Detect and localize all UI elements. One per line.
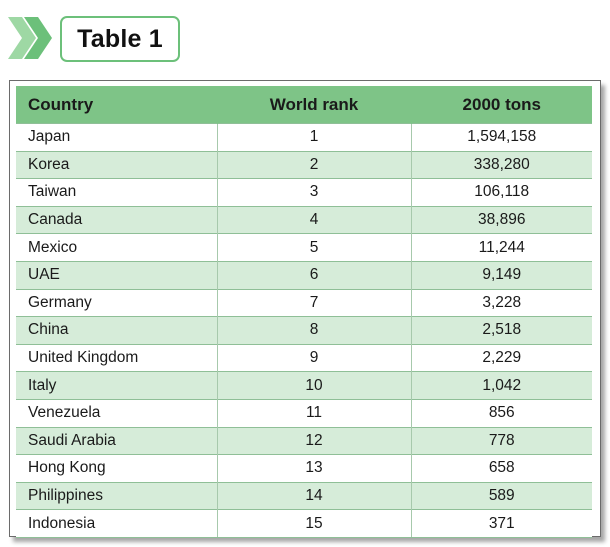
cell-tons: 1,594,158 [411, 123, 592, 152]
cell-country: Hong Kong [16, 454, 218, 483]
cell-country: Germany [16, 288, 218, 317]
cell-tons: 338,280 [411, 150, 592, 179]
cell-country: Venezuela [16, 398, 218, 428]
cell-world-rank: 6 [217, 260, 412, 290]
cell-world-rank: 1 [217, 123, 412, 152]
cell-country: Indonesia [16, 509, 218, 538]
table-frame: Country World rank 2000 tons Japan 1 1,594… [9, 80, 601, 538]
cell-world-rank: 11 [217, 398, 412, 428]
cell-world-rank: 4 [217, 205, 412, 234]
cell-tons: 589 [411, 481, 592, 510]
table-row: Italy 10 1,042 [16, 371, 592, 400]
cell-country: Canada [16, 205, 218, 234]
table-row: Mexico 5 11,244 [16, 233, 592, 262]
cell-tons: 38,896 [411, 205, 592, 234]
table-row: Hong Kong 13 658 [16, 454, 592, 483]
table-row: Venezuela 11 856 [16, 398, 592, 428]
cell-tons: 371 [411, 509, 592, 538]
cell-world-rank: 14 [217, 481, 412, 510]
header-country: Country [16, 86, 218, 124]
table-row: Indonesia 15 371 [16, 509, 592, 538]
cell-tons: 2,518 [411, 316, 592, 345]
header-world-rank: World rank [217, 86, 412, 124]
cell-country: China [16, 316, 218, 345]
cell-world-rank: 15 [217, 509, 412, 538]
table-row: Japan 1 1,594,158 [16, 123, 592, 152]
cell-world-rank: 3 [217, 178, 412, 207]
cell-tons: 3,228 [411, 288, 592, 317]
table-row: Germany 7 3,228 [16, 288, 592, 317]
table-row: Canada 4 38,896 [16, 205, 592, 234]
cell-tons: 856 [411, 398, 592, 428]
table-row: UAE 6 9,149 [16, 260, 592, 290]
cell-tons: 658 [411, 454, 592, 483]
double-chevron-icon [8, 17, 52, 59]
table-row: Korea 2 338,280 [16, 150, 592, 179]
table-row: Saudi Arabia 12 778 [16, 426, 592, 455]
cell-tons: 9,149 [411, 260, 592, 290]
header-row: Country World rank 2000 tons [16, 86, 592, 124]
cell-world-rank: 7 [217, 288, 412, 317]
cell-world-rank: 9 [217, 343, 412, 372]
cell-world-rank: 5 [217, 233, 412, 262]
cell-country: Italy [16, 371, 218, 400]
cell-country: Saudi Arabia [16, 426, 218, 455]
table-title: Table 1 [60, 16, 180, 62]
header-tons: 2000 tons [411, 86, 592, 124]
table-body: Japan 1 1,594,158 Korea 2 338,280 Taiwan 3 106,1… [16, 123, 592, 538]
cell-country: United Kingdom [16, 343, 218, 372]
cell-country: Philippines [16, 481, 218, 510]
cell-tons: 778 [411, 426, 592, 455]
cell-country: Japan [16, 123, 218, 152]
cell-world-rank: 8 [217, 316, 412, 345]
cell-world-rank: 12 [217, 426, 412, 455]
table-row: United Kingdom 9 2,229 [16, 343, 592, 372]
cell-country: UAE [16, 260, 218, 290]
cell-country: Taiwan [16, 178, 218, 207]
cell-tons: 106,118 [411, 178, 592, 207]
table-title-banner: Table 1 [8, 16, 180, 62]
cell-world-rank: 13 [217, 454, 412, 483]
data-table: Country World rank 2000 tons Japan 1 1,594… [16, 86, 592, 538]
cell-tons: 2,229 [411, 343, 592, 372]
table-row: Philippines 14 589 [16, 481, 592, 510]
cell-tons: 11,244 [411, 233, 592, 262]
cell-world-rank: 2 [217, 150, 412, 179]
cell-tons: 1,042 [411, 371, 592, 400]
table-row: Taiwan 3 106,118 [16, 178, 592, 207]
table-row: China 8 2,518 [16, 316, 592, 345]
cell-world-rank: 10 [217, 371, 412, 400]
cell-country: Korea [16, 150, 218, 179]
cell-country: Mexico [16, 233, 218, 262]
